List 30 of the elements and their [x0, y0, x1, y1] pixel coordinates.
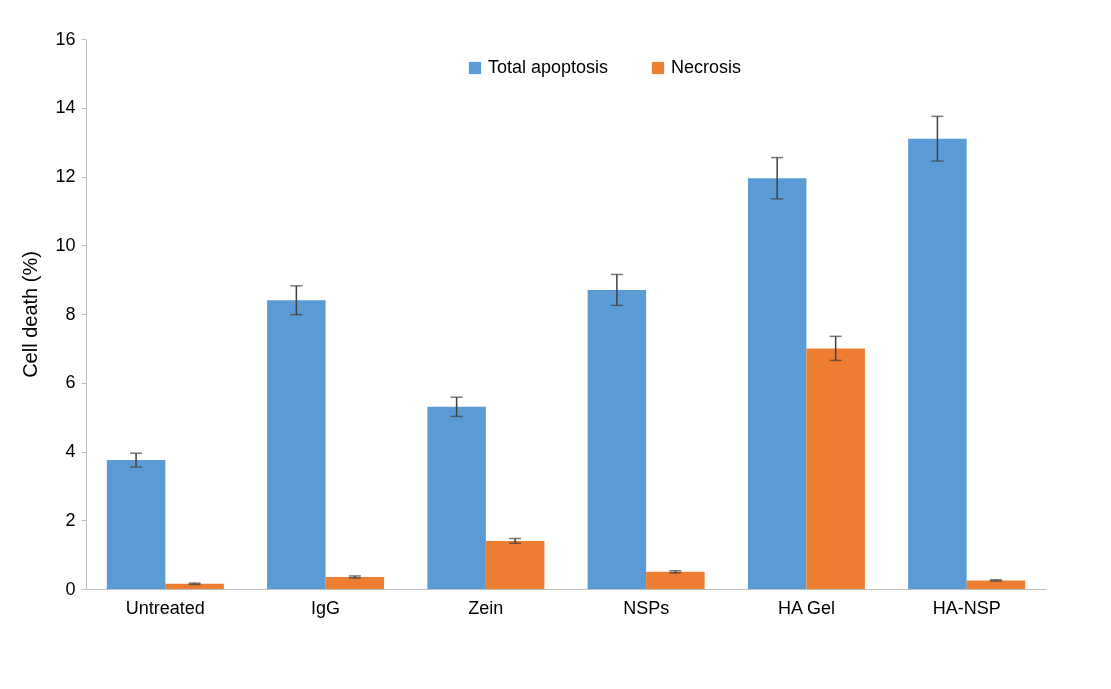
- x-tick-label: HA Gel: [777, 597, 835, 618]
- bar: [427, 406, 486, 589]
- bar: [485, 540, 545, 589]
- y-tick-label: 14: [55, 97, 76, 118]
- bar: [966, 580, 1026, 589]
- bar: [908, 138, 967, 589]
- y-tick-label: 12: [55, 166, 76, 186]
- bar: [806, 348, 865, 589]
- bar: [325, 576, 385, 589]
- x-tick-label: Zein: [468, 597, 504, 618]
- bar: [646, 571, 705, 589]
- bar: [587, 289, 647, 589]
- x-tick-label: NSPs: [623, 597, 670, 618]
- y-tick-label: 2: [65, 509, 76, 530]
- x-tick-label: Untreated: [125, 597, 205, 618]
- x-tick-label: HA-NSP: [932, 597, 1001, 618]
- y-tick-label: 16: [55, 28, 76, 49]
- x-tick-label: IgG: [311, 597, 341, 618]
- bar: [106, 460, 166, 589]
- y-tick-label: 4: [65, 441, 76, 461]
- legend-label: Necrosis: [671, 57, 742, 77]
- y-tick-label: 8: [65, 303, 76, 324]
- y-tick-label: 6: [65, 372, 76, 393]
- y-axis-title: Cell death (%): [19, 251, 42, 378]
- bar: [267, 300, 326, 589]
- bar: [747, 178, 807, 589]
- y-tick-label: 10: [55, 234, 76, 255]
- bar: [165, 583, 224, 589]
- legend-label: Total apoptosis: [488, 57, 609, 77]
- y-tick-label: 0: [65, 578, 76, 599]
